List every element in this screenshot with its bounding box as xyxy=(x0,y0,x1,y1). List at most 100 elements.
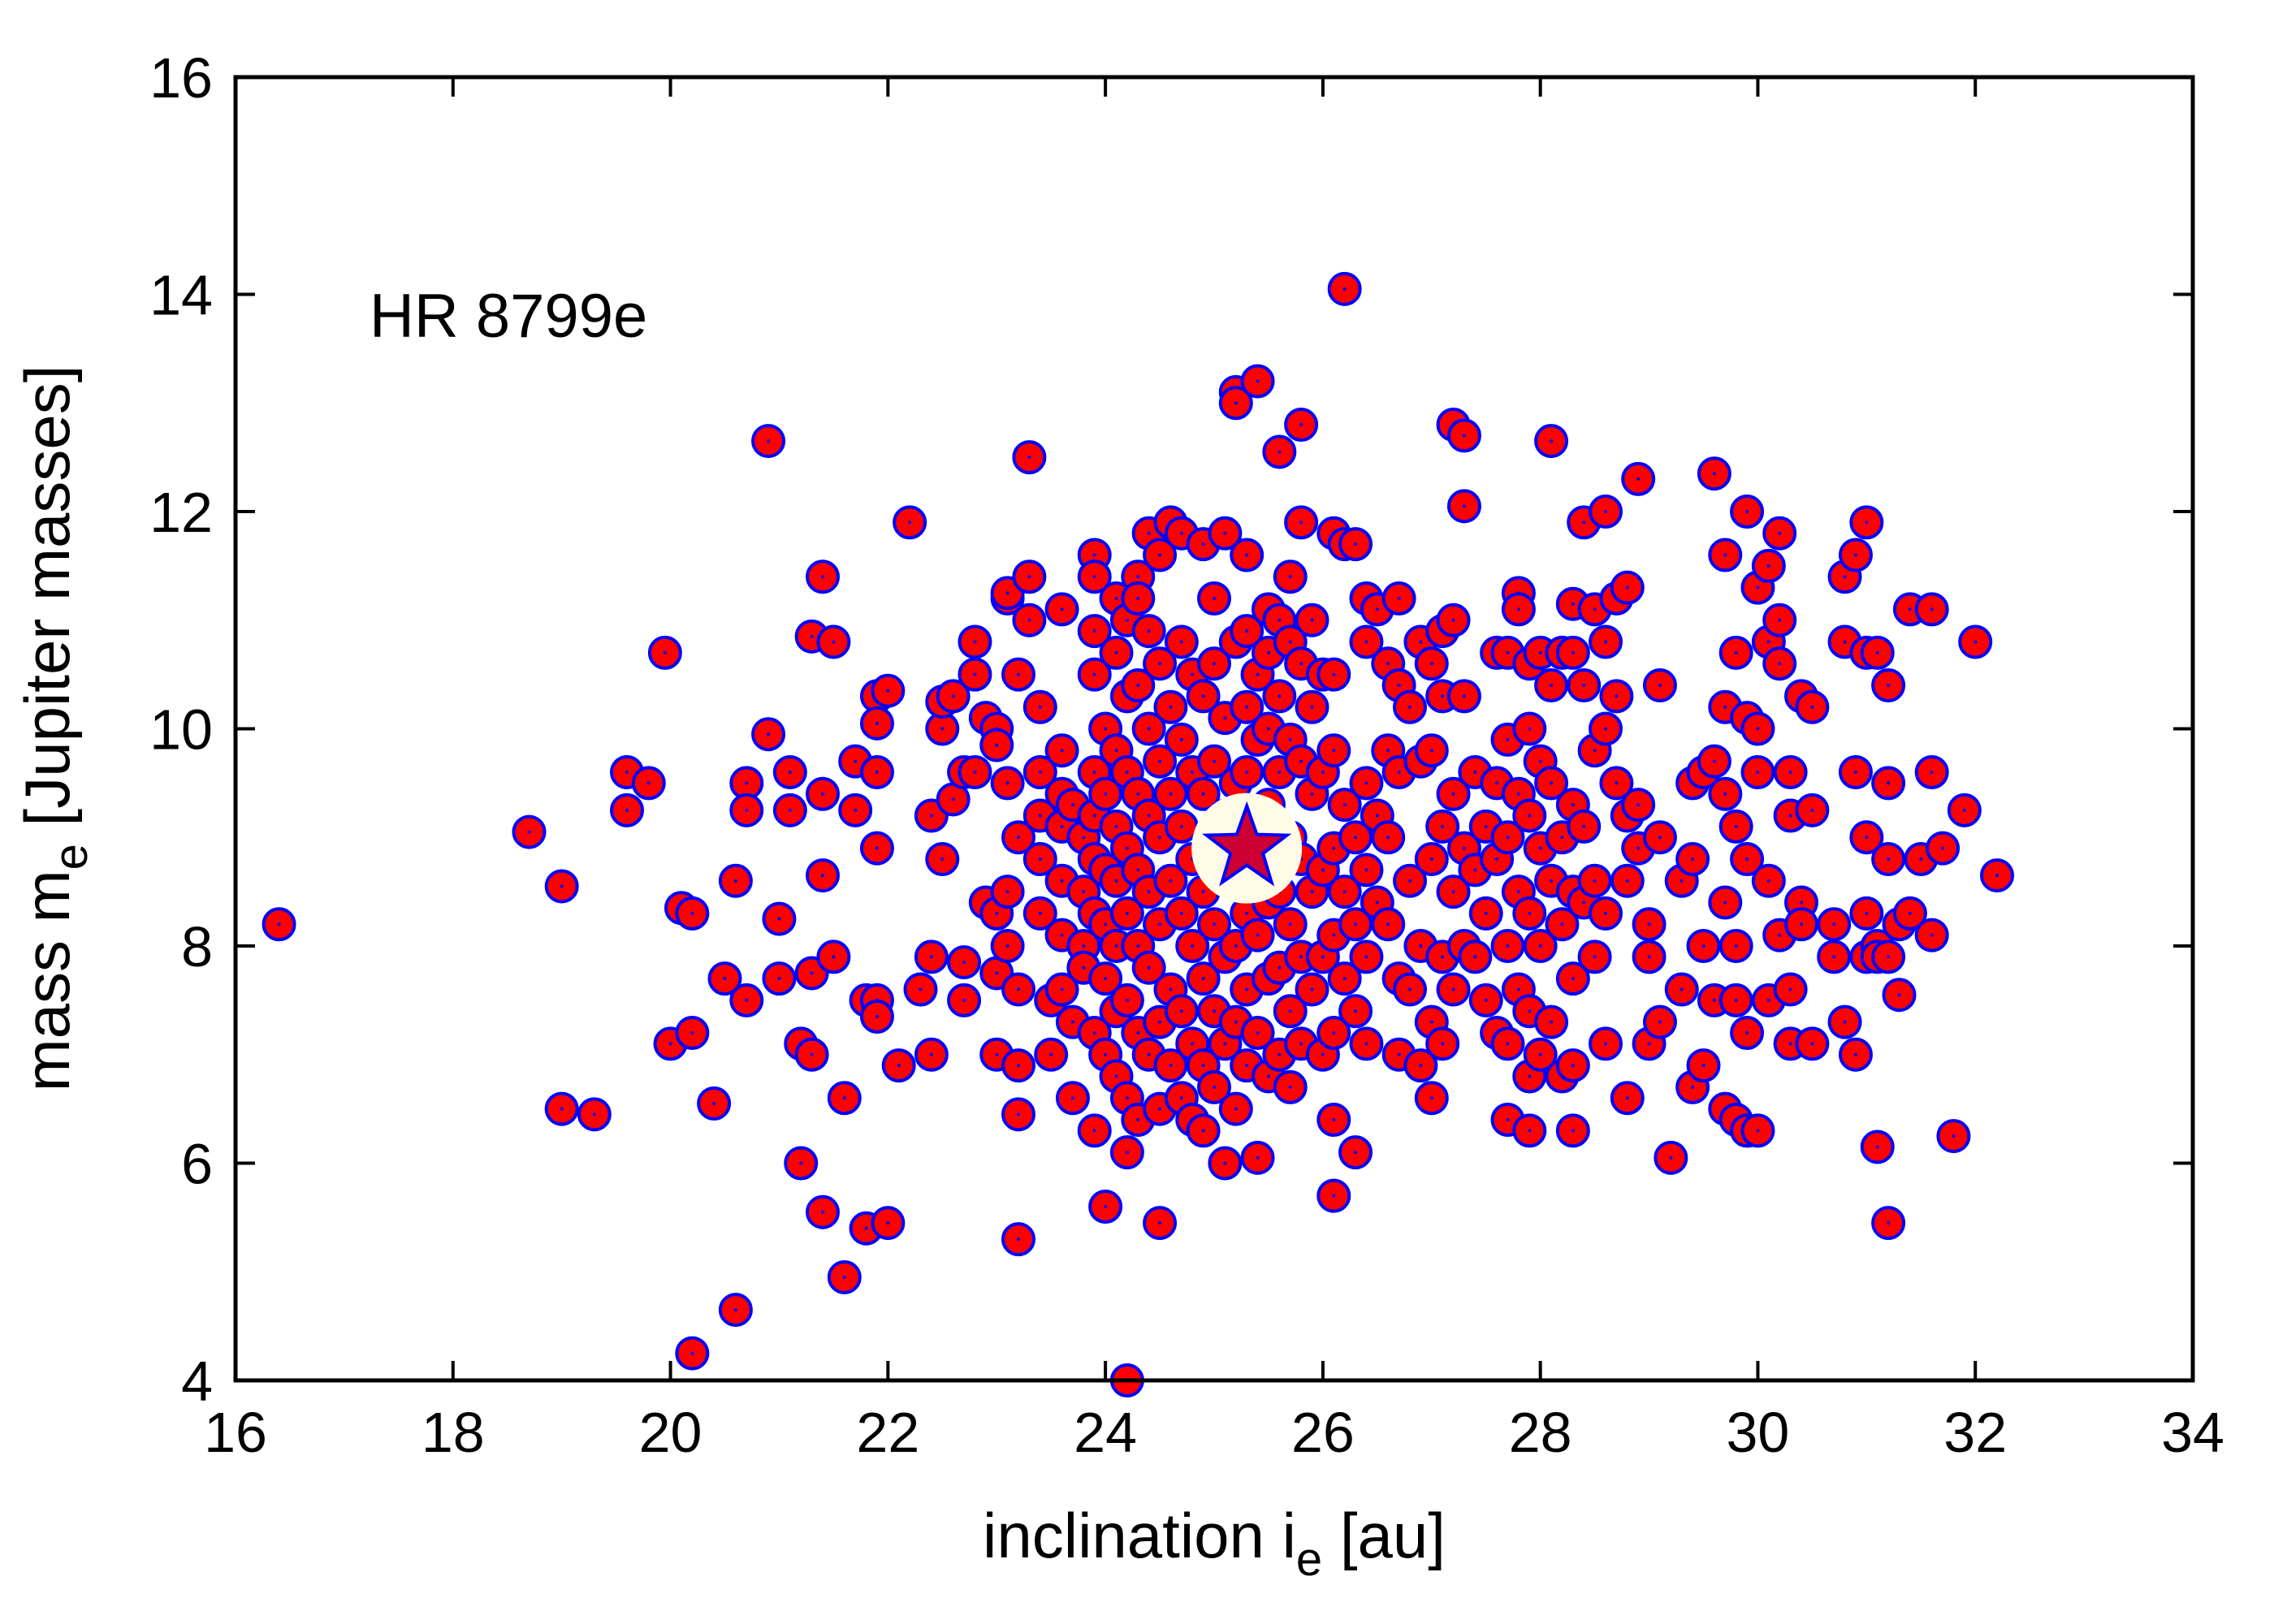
y-tick-label: 10 xyxy=(149,698,213,762)
point-center-dot xyxy=(1408,879,1412,883)
data-point xyxy=(1186,776,1221,811)
point-center-dot xyxy=(1788,1042,1792,1046)
data-point xyxy=(816,939,851,974)
point-center-dot xyxy=(821,575,824,579)
point-center-dot xyxy=(1462,694,1466,698)
point-center-dot xyxy=(1680,879,1684,883)
point-center-dot xyxy=(1147,727,1151,731)
data-point xyxy=(1001,820,1035,855)
data-point xyxy=(1468,896,1503,931)
point-center-dot xyxy=(1756,727,1760,731)
data-point xyxy=(1349,853,1384,888)
point-center-dot xyxy=(1810,808,1814,812)
point-center-dot xyxy=(767,732,771,736)
data-point xyxy=(1892,896,1927,931)
point-center-dot xyxy=(1473,868,1477,872)
data-point xyxy=(1001,1222,1035,1257)
point-center-dot xyxy=(1441,1042,1445,1046)
point-center-dot xyxy=(1647,922,1651,926)
data-point xyxy=(1936,1119,1971,1154)
point-center-dot xyxy=(1060,749,1064,753)
point-center-dot xyxy=(1179,824,1183,828)
point-center-dot xyxy=(1441,694,1445,698)
point-center-dot xyxy=(1419,640,1423,644)
point-center-dot xyxy=(1234,944,1238,948)
data-point xyxy=(1871,766,1906,801)
point-center-dot xyxy=(1375,814,1379,818)
data-point xyxy=(1567,809,1602,844)
point-center-dot xyxy=(1832,955,1836,959)
point-center-dot xyxy=(973,771,977,774)
point-center-dot xyxy=(1234,401,1238,405)
point-center-dot xyxy=(277,922,281,926)
point-center-dot xyxy=(1158,553,1162,557)
point-center-dot xyxy=(1528,727,1532,731)
data-point xyxy=(1425,809,1460,844)
data-point xyxy=(1980,858,2014,893)
data-point xyxy=(1218,386,1253,421)
point-center-dot xyxy=(951,694,955,698)
data-point xyxy=(1632,939,1667,974)
x-tick-label: 28 xyxy=(1509,1401,1572,1464)
data-point xyxy=(1414,1081,1449,1116)
point-center-dot xyxy=(854,759,858,763)
point-center-dot xyxy=(1788,987,1792,991)
data-point xyxy=(1393,689,1427,724)
point-center-dot xyxy=(1604,727,1607,731)
point-center-dot xyxy=(1778,662,1782,666)
point-center-dot xyxy=(745,781,749,785)
point-center-dot xyxy=(1213,1009,1216,1013)
data-point xyxy=(1849,896,1884,931)
point-center-dot xyxy=(1038,771,1042,774)
point-center-dot xyxy=(1550,439,1554,443)
point-center-dot xyxy=(1516,607,1520,611)
data-point xyxy=(675,1016,710,1050)
point-center-dot xyxy=(1723,792,1727,796)
point-center-dot xyxy=(842,1275,846,1279)
point-center-dot xyxy=(1528,814,1532,818)
point-center-dot xyxy=(1092,814,1096,818)
point-center-dot xyxy=(1853,771,1857,774)
data-point xyxy=(1751,863,1786,898)
point-center-dot xyxy=(1179,640,1183,644)
point-center-dot xyxy=(1538,846,1542,850)
point-center-dot xyxy=(1082,944,1086,948)
point-center-dot xyxy=(1147,890,1151,894)
point-center-dot xyxy=(625,771,629,774)
data-point xyxy=(1143,538,1178,572)
data-point xyxy=(1708,885,1743,920)
data-point xyxy=(1947,793,1982,827)
data-point xyxy=(1121,668,1156,702)
point-center-dot xyxy=(1484,998,1488,1002)
data-point xyxy=(577,1097,612,1132)
point-center-dot xyxy=(1027,456,1031,460)
data-point xyxy=(707,961,742,996)
point-center-dot xyxy=(1538,650,1542,654)
data-point xyxy=(1208,1146,1243,1181)
point-center-dot xyxy=(1245,911,1249,915)
point-center-dot xyxy=(1778,531,1782,535)
point-center-dot xyxy=(1680,987,1684,991)
point-center-dot xyxy=(1429,857,1433,861)
point-center-dot xyxy=(1451,618,1455,622)
point-center-dot xyxy=(1375,607,1379,611)
x-tick-label: 30 xyxy=(1727,1401,1790,1464)
point-center-dot xyxy=(951,797,955,801)
point-center-dot xyxy=(560,884,564,888)
y-tick-label: 16 xyxy=(149,46,213,110)
point-center-dot xyxy=(1332,846,1336,850)
data-point xyxy=(751,717,786,752)
data-point xyxy=(1860,635,1895,670)
data-point xyxy=(1088,961,1123,996)
data-point xyxy=(1718,635,1753,670)
data-point xyxy=(1414,842,1449,876)
data-point xyxy=(1926,831,1961,866)
point-center-dot xyxy=(1256,379,1260,383)
data-point xyxy=(1240,364,1275,399)
point-center-dot xyxy=(1125,998,1129,1002)
point-center-dot xyxy=(1843,640,1847,644)
point-center-dot xyxy=(1125,1151,1129,1155)
point-center-dot xyxy=(1756,585,1760,590)
point-center-dot xyxy=(1354,836,1358,840)
data-point xyxy=(1273,907,1308,942)
